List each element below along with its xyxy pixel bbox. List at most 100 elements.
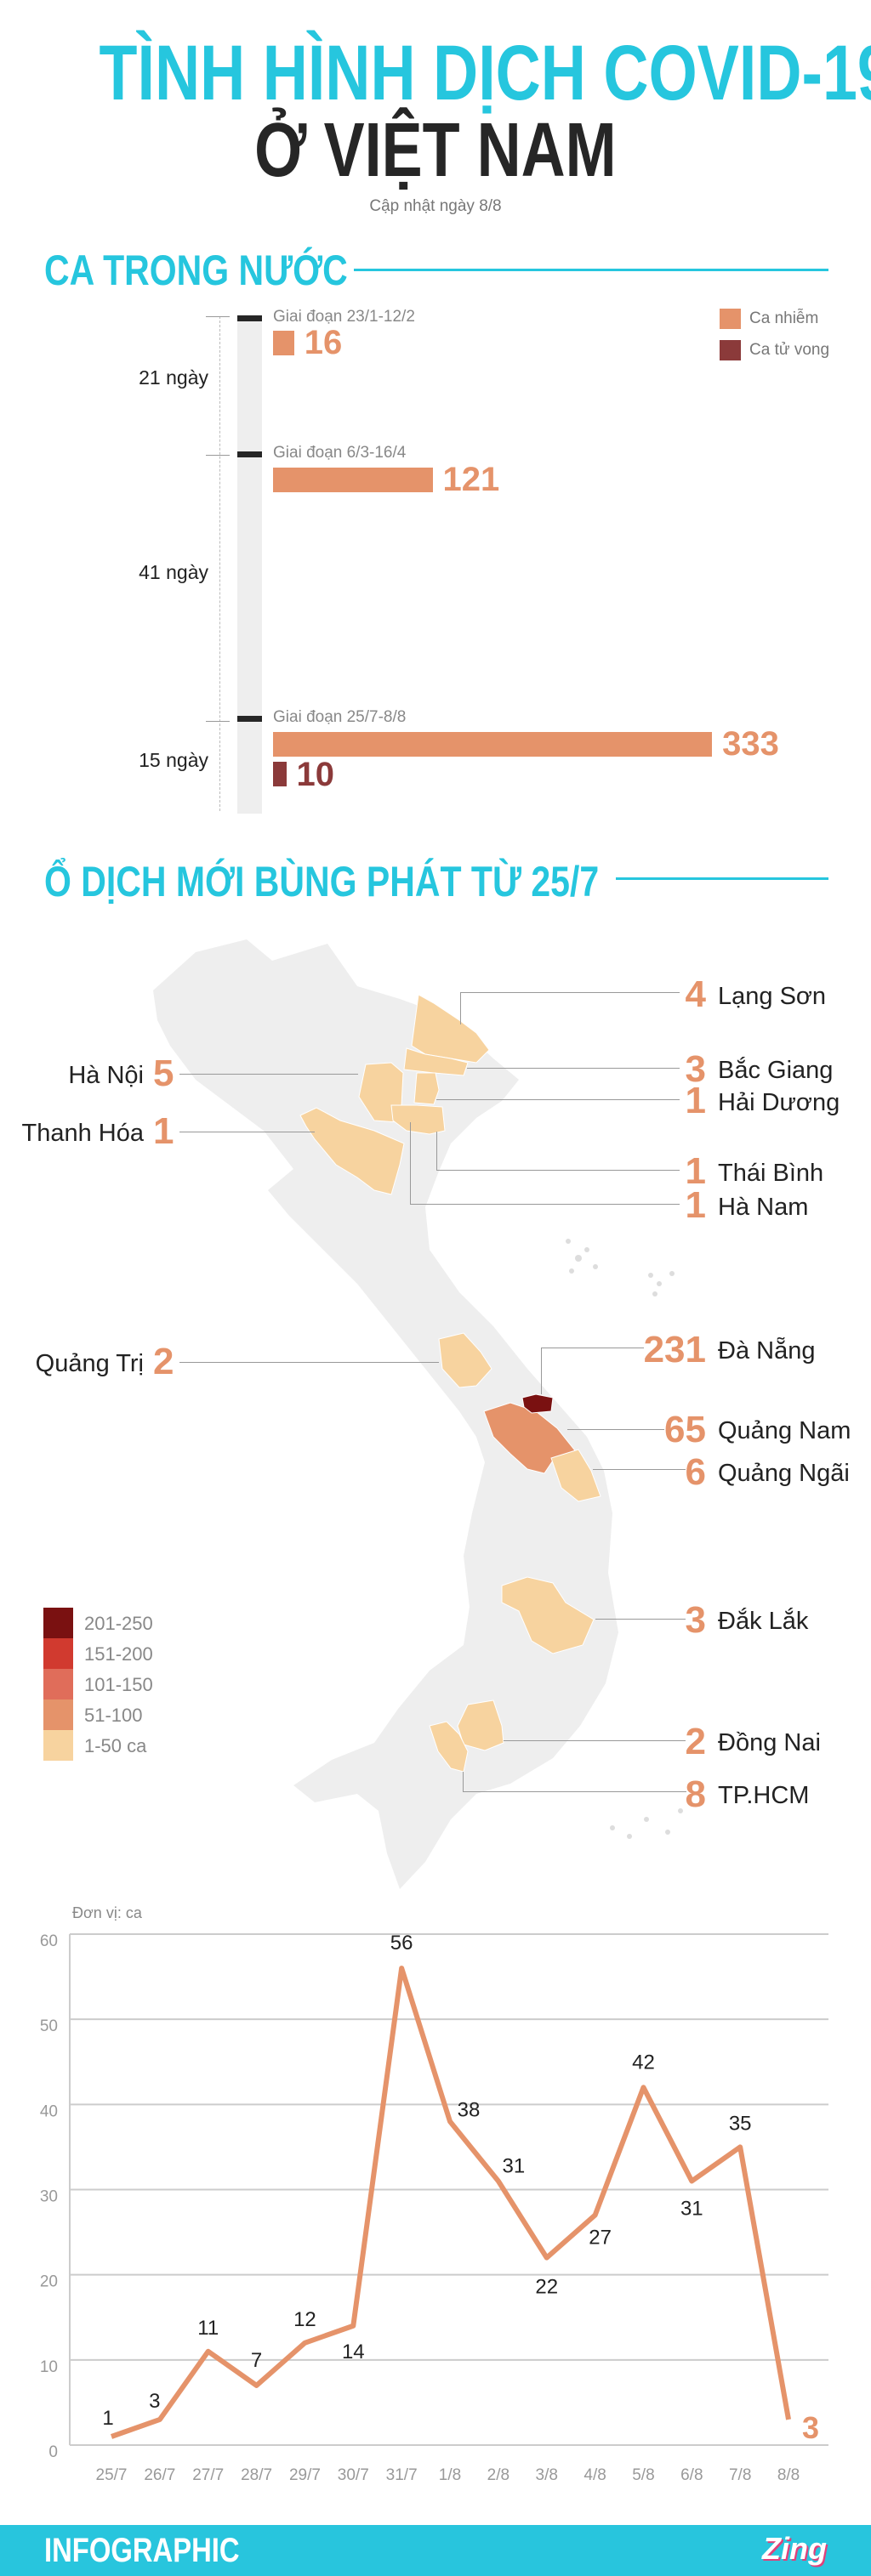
x-tick-label: 29/7 — [289, 2466, 321, 2484]
data-label: 56 — [390, 1932, 413, 1955]
province-label-thanh-hoa: 1 — [153, 1110, 174, 1152]
footer-bar: INFOGRAPHIC Zing — [0, 2525, 871, 2576]
province-label-dong-nai: 2 — [685, 1721, 706, 1762]
infected-value: 16 — [304, 324, 343, 361]
province-name: Đà Nẵng — [718, 1337, 816, 1365]
province-name: Quảng Nam — [718, 1417, 851, 1444]
province-name: TP.HCM — [718, 1782, 810, 1809]
updated-date: Cập nhật ngày 8/8 — [369, 197, 502, 215]
map-land — [153, 939, 618, 1889]
x-tick-label: 6/8 — [680, 2466, 703, 2484]
province-name: Thái Bình — [718, 1160, 824, 1187]
x-tick-label: 4/8 — [584, 2466, 606, 2484]
data-label: 38 — [458, 2098, 481, 2121]
zing-logo: Zing — [762, 2531, 827, 2566]
timeline-dashed-line — [219, 316, 220, 811]
timeline-tick — [206, 455, 230, 456]
leader-line — [463, 1772, 464, 1791]
data-label: 31 — [503, 2154, 526, 2177]
section-heading-outbreak: Ổ DỊCH MỚI BÙNG PHÁT TỪ 25/7 — [44, 858, 600, 905]
x-tick-label: 7/8 — [729, 2466, 751, 2484]
data-label: 35 — [729, 2112, 752, 2135]
deaths-value: 10 — [296, 756, 335, 793]
leader-line — [179, 1074, 358, 1075]
period-label: Giai đoạn 6/3-16/4 — [273, 444, 407, 462]
map-legend-swatch — [43, 1669, 73, 1699]
x-tick-label: 28/7 — [241, 2466, 272, 2484]
page-title: TÌNH HÌNH DỊCH COVID-19 — [0, 34, 871, 112]
series-line — [111, 1966, 791, 2439]
province-quang-ngai — [550, 1449, 601, 1502]
leader-line — [436, 1170, 680, 1171]
map-legend-swatch — [43, 1699, 73, 1730]
title-line-1: TÌNH HÌNH DỊCH COVID-19 — [99, 30, 871, 116]
leader-line — [179, 1362, 439, 1363]
section-divider — [616, 877, 828, 880]
data-label: 42 — [632, 2051, 655, 2074]
islands — [566, 1239, 683, 1839]
leader-line — [504, 1740, 686, 1741]
y-tick-label: 60 — [40, 1932, 58, 1950]
data-label: 22 — [535, 2276, 558, 2299]
gap-label: 21 ngày — [139, 366, 208, 389]
map-legend-swatch — [43, 1730, 73, 1761]
province-name: Lạng Sơn — [718, 983, 827, 1010]
legend-swatch-deaths — [720, 340, 741, 360]
map-legend-label: 1-50 ca — [84, 1735, 147, 1756]
infected-value: 121 — [442, 461, 500, 498]
province-name: Đồng Nai — [718, 1729, 821, 1756]
province-label-bac-giang: 3 — [685, 1048, 706, 1090]
leader-line — [410, 1204, 680, 1205]
data-label: 1 — [102, 2407, 113, 2430]
province-label-tp-hcm: 8 — [685, 1773, 706, 1815]
leader-line — [593, 1469, 686, 1470]
x-tick-label: 25/7 — [96, 2466, 128, 2484]
leader-line — [410, 1122, 411, 1204]
province-label-quang-nam: 65 — [664, 1409, 706, 1450]
data-label: 3 — [149, 2390, 160, 2413]
province-thanh-hoa — [299, 1107, 405, 1195]
y-tick-label: 30 — [40, 2188, 58, 2206]
leader-line — [460, 992, 680, 993]
x-tick-label: 30/7 — [338, 2466, 369, 2484]
province-label-quang-ngai: 6 — [685, 1451, 706, 1493]
infected-bar — [273, 468, 433, 492]
period-label: Giai đoạn 23/1-12/2 — [273, 308, 415, 326]
deaths-bar — [273, 762, 287, 786]
x-tick-label: 27/7 — [192, 2466, 224, 2484]
province-label-da-nang: 231 — [643, 1329, 706, 1370]
data-label: 31 — [680, 2197, 703, 2220]
map-legend-label: 51-100 — [84, 1705, 143, 1726]
y-tick-label: 50 — [40, 2017, 58, 2035]
section-divider — [354, 269, 828, 271]
leader-line — [567, 1429, 664, 1430]
data-label: 7 — [251, 2349, 262, 2372]
data-label: 3 — [802, 2410, 819, 2445]
province-da-nang — [521, 1393, 554, 1414]
map-legend-swatch — [43, 1638, 73, 1669]
map-legend-swatch — [43, 1608, 73, 1638]
province-dong-nai — [457, 1699, 504, 1751]
province-quang-tri — [438, 1332, 492, 1388]
province-name: Hải Dương — [718, 1089, 840, 1116]
province-name: Bắc Giang — [718, 1057, 834, 1084]
y-tick-label: 20 — [40, 2273, 58, 2291]
province-hai-duong — [413, 1072, 440, 1105]
leader-line — [595, 1619, 686, 1620]
x-tick-label: 31/7 — [386, 2466, 418, 2484]
province-thai-binh-ha-nam — [390, 1104, 446, 1135]
data-label: 14 — [342, 2341, 365, 2363]
x-tick-label: 1/8 — [439, 2466, 461, 2484]
province-label-ha-nam: 1 — [685, 1184, 706, 1226]
data-label: 27 — [589, 2227, 612, 2250]
x-tick-label: 3/8 — [536, 2466, 558, 2484]
map-legend-label: 151-200 — [84, 1643, 153, 1665]
x-tick-label: 26/7 — [144, 2466, 175, 2484]
x-tick-label: 2/8 — [487, 2466, 510, 2484]
leader-line — [467, 1068, 680, 1069]
province-dak-lak — [501, 1576, 595, 1654]
province-name: Đắk Lắk — [718, 1608, 809, 1635]
infected-bar — [273, 331, 294, 355]
timeline-tick — [206, 316, 230, 317]
timeline-tick — [206, 721, 230, 722]
